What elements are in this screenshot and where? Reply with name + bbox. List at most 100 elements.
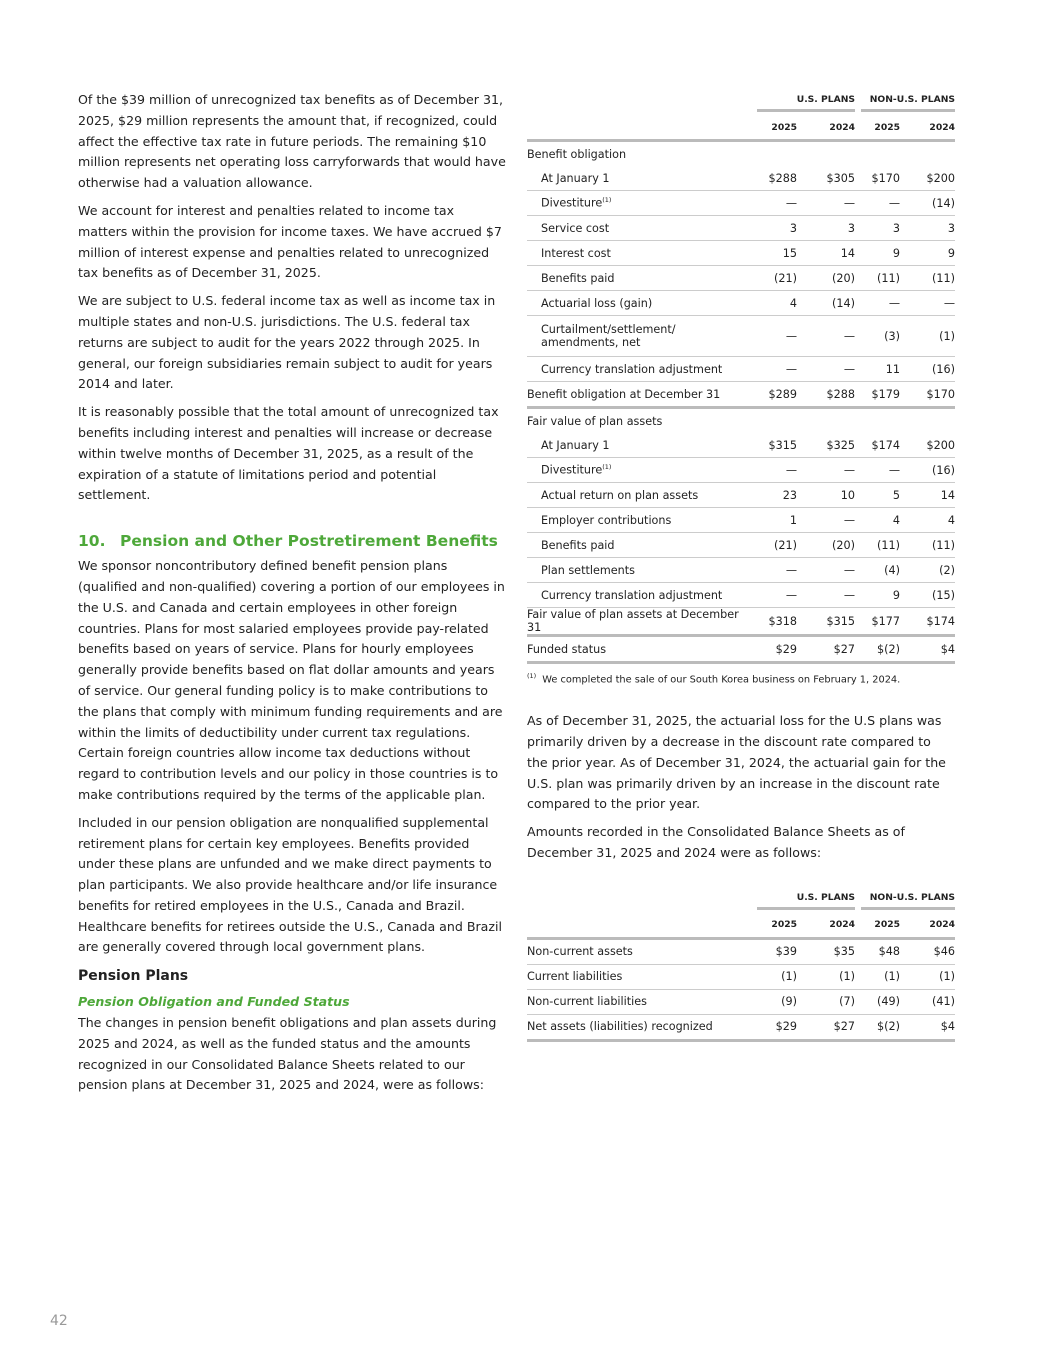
paragraph: The changes in pension benefit obligatio…	[78, 1015, 497, 1093]
cell: $48	[855, 938, 900, 965]
row-label-text: At January 1	[541, 438, 610, 452]
row-label: Actuarial loss (gain)	[527, 290, 751, 316]
table-row: Current liabilities (1) (1) (1) (1)	[527, 964, 955, 990]
cell: 4	[855, 507, 900, 533]
cell: 23	[751, 482, 797, 508]
cell: $27	[797, 1013, 855, 1042]
cell: $4	[900, 635, 955, 664]
table-row: Non-current liabilities (9) (7) (49) (41)	[527, 989, 955, 1015]
cell: 15	[751, 240, 797, 266]
cell: —	[751, 356, 797, 382]
cell: $29	[751, 1013, 797, 1042]
cell: —	[855, 290, 900, 316]
cell: —	[751, 582, 797, 608]
blank-cell	[527, 912, 751, 940]
cell: (7)	[797, 989, 855, 1015]
section-heading: Fair value of plan assets	[527, 414, 663, 428]
row-label: Currency translation adjustment	[527, 356, 751, 382]
table-row: Currency translation adjustment — —11 (16)	[527, 356, 955, 382]
cell: —	[751, 457, 797, 483]
right-paragraphs: As of December 31, 2025, the actuarial l…	[527, 711, 955, 864]
row-label: Actual return on plan assets	[527, 482, 751, 508]
row-label-text: Curtailment/settlement/ amendments, net	[541, 323, 676, 349]
cell: (20)	[797, 532, 855, 558]
cell: 3	[900, 215, 955, 241]
row-label: Plan settlements	[527, 557, 751, 583]
group-header: U.S. PLANS	[751, 888, 855, 913]
group-header-row: U.S. PLANS NON-U.S. PLANS	[527, 888, 955, 913]
cell: $305	[797, 166, 855, 191]
row-label-text: Employer contributions	[541, 513, 672, 527]
row-label-text: Currency translation adjustment	[541, 362, 723, 376]
paragraph: We account for interest and penalties re…	[78, 202, 502, 281]
cell: —	[751, 190, 797, 216]
cell: 3	[855, 215, 900, 241]
row-label-text: Fair value of plan assets at December 31	[527, 608, 739, 634]
cell: $315	[797, 607, 855, 637]
cell: —	[797, 507, 855, 533]
cell: $46	[900, 938, 955, 965]
cell: $(2)	[855, 635, 900, 664]
footnote: (1) We completed the sale of our South Ko…	[527, 672, 955, 685]
footnote-text: We completed the sale of our South Korea…	[542, 674, 901, 686]
total-row: Net assets (liabilities) recognized $29 $2…	[527, 1013, 955, 1042]
subheading: Pension Plans	[78, 968, 189, 985]
row-label-text: Divestiture	[541, 463, 603, 477]
row-label: Divestiture(1)	[527, 190, 751, 216]
row-label-text: Funded status	[527, 642, 607, 656]
row-label-text: Non-current liabilities	[527, 995, 647, 1009]
cell: 4	[751, 290, 797, 316]
cell: 14	[900, 482, 955, 508]
paragraph: Amounts recorded in the Consolidated Bal…	[527, 824, 905, 861]
cell: $35	[797, 938, 855, 965]
section-heading: Benefit obligation	[527, 147, 627, 161]
cell: (41)	[900, 989, 955, 1015]
cell: (11)	[900, 532, 955, 558]
cell: (4)	[855, 557, 900, 583]
cell: —	[797, 582, 855, 608]
cell: (16)	[900, 457, 955, 483]
row-label: Interest cost	[527, 240, 751, 266]
cell: $177	[855, 607, 900, 637]
row-label-text: Non-current assets	[527, 945, 633, 959]
cell: (2)	[900, 557, 955, 583]
cell: (11)	[855, 532, 900, 558]
cell: (9)	[751, 989, 797, 1015]
cell: $325	[797, 433, 855, 458]
row-label-text: Net assets (liabilities) recognized	[527, 1020, 713, 1034]
year-header-row: 2025 2024 2025 2024	[527, 912, 955, 940]
cell: (1)	[797, 964, 855, 990]
cell: (15)	[900, 582, 955, 608]
year-header: 2025	[855, 115, 900, 142]
group-header-text: NON-U.S. PLANS	[861, 94, 955, 112]
cell: $(2)	[855, 1013, 900, 1042]
row-label: Divestiture(1)	[527, 457, 751, 483]
row-label: Net assets (liabilities) recognized	[527, 1013, 751, 1042]
cell: 3	[751, 215, 797, 241]
row-label-text: Current liabilities	[527, 970, 623, 984]
cell: $200	[900, 166, 955, 191]
row-label-text: Benefits paid	[541, 538, 615, 552]
blank-cell	[527, 90, 751, 115]
intro-paragraphs: Of the $39 million of unrecognized tax b…	[78, 90, 506, 506]
row-label-text: At January 1	[541, 171, 610, 185]
row-label: Curtailment/settlement/ amendments, net	[527, 315, 751, 357]
year-header: 2025	[855, 912, 900, 940]
section-heading-row: Benefit obligation	[527, 141, 955, 167]
cell: $170	[855, 166, 900, 191]
footnote-ref: (1)	[602, 463, 612, 472]
cell: $170	[900, 381, 955, 409]
table-row: Actual return on plan assets 23 10 5 14	[527, 482, 955, 508]
table-row: At January 1 $288 $305 $170 $200	[527, 166, 955, 191]
cell: 1	[751, 507, 797, 533]
cell: —	[797, 315, 855, 357]
row-label: Non-current assets	[527, 938, 751, 965]
paragraph: Of the $39 million of unrecognized tax b…	[78, 92, 506, 191]
year-header: 2024	[797, 912, 855, 940]
cell: (11)	[855, 265, 900, 291]
table-row: At January 1 $315 $325 $174 $200	[527, 433, 955, 458]
cell: (1)	[900, 315, 955, 357]
section-paragraphs: We sponsor noncontributory defined benef…	[78, 556, 506, 958]
table-row: Benefits paid (21) (20) (11) (11)	[527, 532, 955, 558]
